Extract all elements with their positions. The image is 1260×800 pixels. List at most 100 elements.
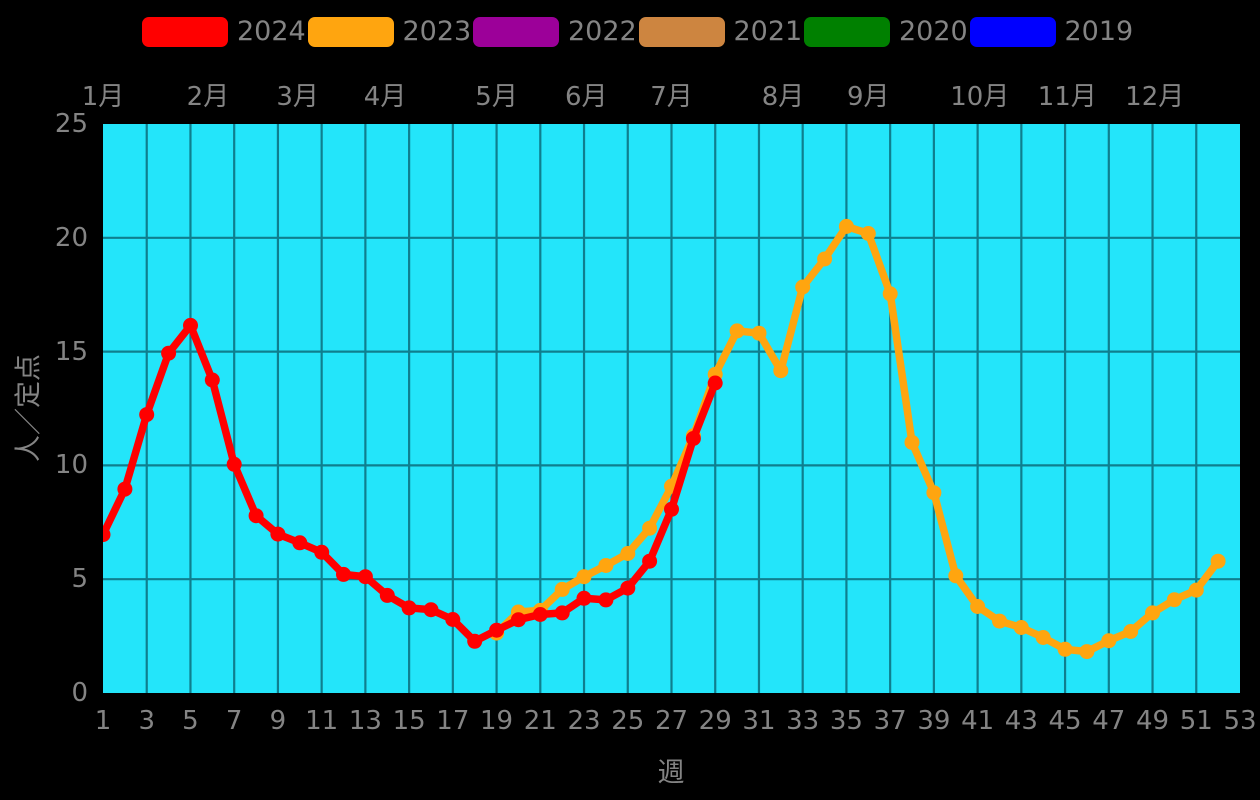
data-point bbox=[292, 535, 308, 551]
legend-label: 2019 bbox=[1064, 16, 1134, 47]
data-point bbox=[664, 501, 679, 517]
x-tick-label: 47 bbox=[1092, 706, 1126, 736]
y-axis-title: 人／定点 bbox=[13, 354, 45, 462]
legend-swatch-2019 bbox=[969, 16, 1056, 47]
data-point bbox=[926, 485, 942, 501]
data-point bbox=[1035, 630, 1051, 645]
x-tick-label: 11 bbox=[305, 706, 339, 736]
legend-label: 2020 bbox=[899, 16, 968, 47]
legend-item-2023: 2023 bbox=[307, 16, 471, 47]
month-label: 8月 bbox=[761, 82, 805, 112]
x-tick-label: 53 bbox=[1223, 706, 1257, 736]
x-tick-label: 5 bbox=[182, 706, 199, 736]
data-point bbox=[882, 286, 898, 302]
month-label: 1月 bbox=[81, 82, 125, 112]
legend-swatch-2022 bbox=[473, 16, 559, 47]
x-tick-label: 7 bbox=[225, 706, 243, 736]
data-point bbox=[576, 590, 592, 606]
x-tick-label: 49 bbox=[1135, 706, 1170, 736]
x-tick-label: 19 bbox=[480, 706, 514, 736]
data-point bbox=[1166, 592, 1182, 608]
x-tick-label: 43 bbox=[1004, 706, 1038, 736]
data-point bbox=[1079, 644, 1095, 660]
x-tick-label: 29 bbox=[698, 706, 732, 736]
data-point bbox=[226, 456, 242, 472]
month-label: 4月 bbox=[363, 82, 407, 112]
data-point bbox=[117, 481, 133, 497]
data-point bbox=[489, 622, 505, 638]
x-tick-label: 31 bbox=[742, 706, 776, 736]
y-tick-label: 10 bbox=[54, 450, 88, 481]
data-point bbox=[1123, 624, 1139, 639]
data-point bbox=[642, 553, 658, 569]
data-point bbox=[1145, 605, 1160, 621]
month-label: 2月 bbox=[186, 82, 230, 112]
data-point bbox=[685, 431, 701, 446]
series-2024 bbox=[103, 317, 723, 649]
data-point bbox=[1101, 633, 1117, 649]
month-label: 11月 bbox=[1037, 82, 1097, 112]
x-tick-label: 33 bbox=[786, 706, 820, 736]
legend-label: 2021 bbox=[733, 16, 803, 47]
month-label: 5月 bbox=[475, 82, 518, 112]
data-point bbox=[598, 558, 614, 573]
data-point bbox=[336, 566, 351, 582]
data-point bbox=[423, 602, 439, 618]
data-point bbox=[817, 251, 833, 267]
data-point bbox=[773, 363, 789, 379]
x-tick-label: 45 bbox=[1048, 706, 1082, 736]
legend-item-2019: 2019 bbox=[969, 16, 1134, 47]
legend-swatch-2023 bbox=[307, 16, 394, 47]
x-tick-label: 17 bbox=[436, 706, 470, 736]
data-point bbox=[248, 508, 264, 524]
x-tick-label: 27 bbox=[654, 706, 689, 736]
y-tick-label: 0 bbox=[71, 678, 88, 708]
x-tick-label: 3 bbox=[138, 706, 155, 736]
series-line-2023 bbox=[492, 222, 1222, 656]
data-point bbox=[1188, 582, 1204, 598]
data-point bbox=[139, 407, 155, 423]
month-label: 3月 bbox=[276, 82, 319, 112]
data-point bbox=[510, 612, 526, 628]
month-label: 6月 bbox=[564, 82, 608, 112]
data-point bbox=[1210, 553, 1226, 569]
data-point bbox=[620, 580, 636, 596]
x-tick-label: 13 bbox=[348, 706, 382, 736]
x-tick-label: 25 bbox=[611, 706, 645, 736]
data-point bbox=[598, 592, 614, 608]
data-point bbox=[576, 569, 592, 585]
x-axis-title: 週 bbox=[657, 757, 685, 789]
data-point bbox=[204, 372, 220, 388]
data-point bbox=[103, 527, 111, 543]
legend-swatch-2024 bbox=[142, 16, 228, 47]
data-point bbox=[161, 345, 177, 361]
data-point bbox=[270, 526, 286, 542]
x-tick-label: 35 bbox=[829, 706, 863, 736]
legend-item-2020: 2020 bbox=[804, 16, 968, 47]
data-point bbox=[992, 613, 1007, 629]
data-point bbox=[1057, 641, 1073, 657]
data-point bbox=[751, 325, 767, 341]
data-point bbox=[554, 605, 570, 621]
data-point bbox=[795, 279, 811, 295]
y-tick-label: 5 bbox=[71, 564, 88, 595]
y-tick-label: 25 bbox=[54, 109, 88, 139]
data-point bbox=[1013, 620, 1029, 635]
legend-item-2024: 2024 bbox=[142, 16, 306, 47]
y-tick-label: 15 bbox=[54, 336, 88, 367]
data-point bbox=[729, 323, 745, 339]
data-point bbox=[314, 544, 330, 560]
data-point bbox=[642, 520, 658, 536]
data-point bbox=[467, 633, 483, 649]
plot-area bbox=[103, 124, 1240, 693]
x-tick-label: 23 bbox=[567, 706, 601, 736]
month-label: 10月 bbox=[950, 82, 1010, 112]
data-point bbox=[860, 226, 876, 241]
legend-label: 2022 bbox=[568, 16, 637, 47]
data-point bbox=[707, 375, 723, 391]
legend-swatch-2021 bbox=[638, 16, 725, 47]
x-tick-label: 41 bbox=[961, 706, 995, 736]
legend-label: 2024 bbox=[237, 16, 306, 47]
x-tick-label: 9 bbox=[269, 706, 287, 736]
